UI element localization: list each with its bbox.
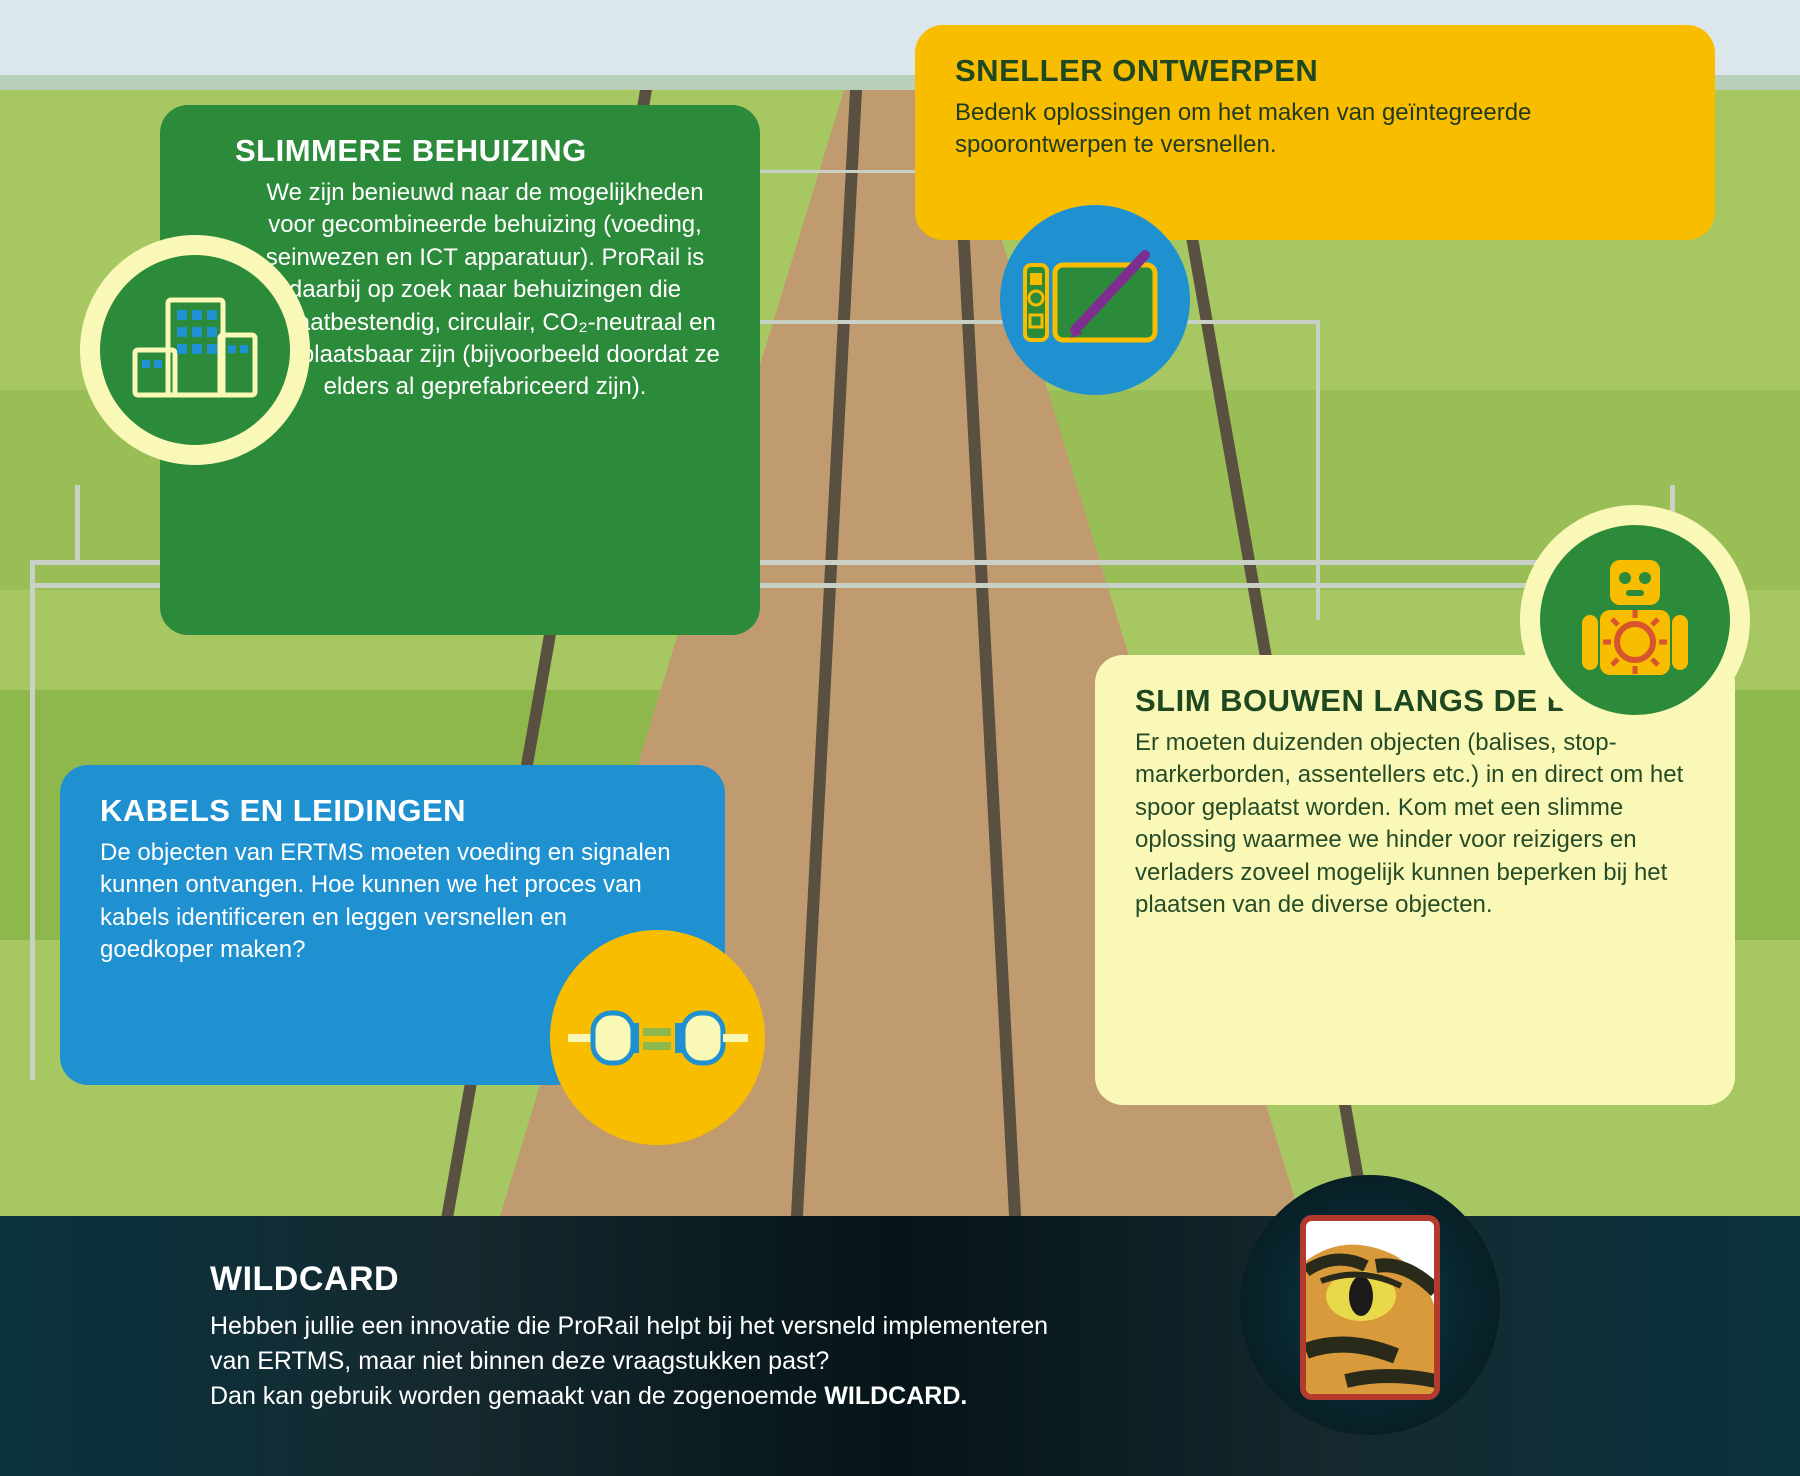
card-sneller-ontwerpen: SNELLER ONTWERPEN Bedenk oplossingen om … — [915, 25, 1715, 240]
card-title: KABELS EN LEIDINGEN — [100, 793, 685, 829]
card-body: Er moeten duizenden objecten (balises, s… — [1135, 727, 1695, 921]
wildcard-line: van ERTMS, maar niet binnen deze vraagst… — [210, 1347, 829, 1375]
plug-connector-icon — [550, 930, 765, 1145]
buildings-icon — [100, 255, 290, 445]
card-title: SNELLER ONTWERPEN — [955, 53, 1675, 89]
wildcard-line: Hebben jullie een innovatie die ProRail … — [210, 1312, 1048, 1340]
wildcard-bold: WILDCARD. — [824, 1382, 967, 1410]
card-body: Hebben jullie een innovatie die ProRail … — [210, 1309, 1210, 1414]
card-wildcard: WILDCARD Hebben jullie een innovatie die… — [210, 1260, 1210, 1414]
card-title: SLIMMERE BEHUIZING — [200, 133, 730, 169]
wildcard-line: Dan kan gebruik worden gemaakt van de zo… — [210, 1382, 824, 1410]
card-body: Bedenk oplossingen om het maken van geïn… — [955, 97, 1675, 162]
robot-icon — [1540, 525, 1730, 715]
tablet-pen-icon — [1000, 205, 1190, 395]
card-title: WILDCARD — [210, 1260, 1210, 1299]
tiger-eye-icon — [1300, 1215, 1440, 1400]
